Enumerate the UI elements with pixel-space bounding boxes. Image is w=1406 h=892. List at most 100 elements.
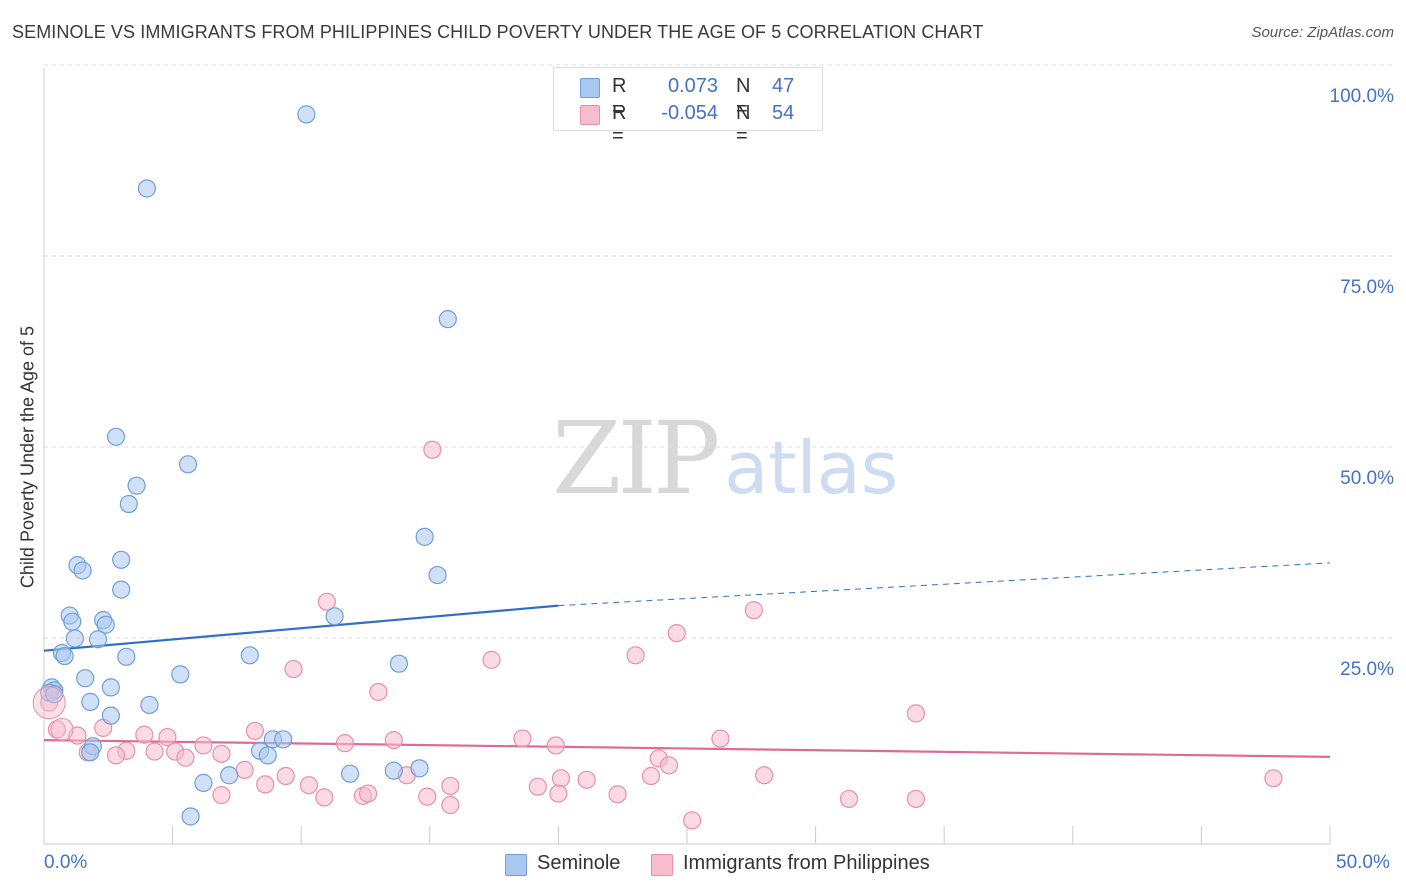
r-value: -0.054 <box>661 102 718 124</box>
philippines-point <box>212 744 231 763</box>
philippines-point <box>358 784 378 803</box>
philippines-point <box>418 787 437 806</box>
seminole-point <box>240 646 259 665</box>
seminole-point <box>112 550 131 569</box>
philippines-point <box>194 736 213 755</box>
y-tick-label: 50.0% <box>1340 468 1394 489</box>
philippines-point <box>546 736 565 755</box>
philippines-point <box>176 748 195 767</box>
seminole-point <box>137 179 156 198</box>
r-value: 0.073 <box>667 75 718 97</box>
philippines-point <box>683 811 702 830</box>
philippines-point <box>158 727 177 747</box>
philippines-point <box>513 729 532 748</box>
r-label: R = <box>612 102 627 147</box>
seminole-point <box>140 695 159 715</box>
philippines-point <box>906 789 926 809</box>
seminole-point <box>65 629 84 648</box>
philippines-point <box>906 704 926 723</box>
seminole-point <box>106 427 126 446</box>
y-axis-label: Child Poverty Under the Age of 5 <box>17 325 38 589</box>
philippines-point <box>551 769 571 788</box>
legend-label: Immigrants from Philippines <box>683 852 930 874</box>
philippines-point <box>667 624 686 643</box>
seminole-point <box>101 706 120 725</box>
seminole-point <box>127 476 146 495</box>
seminole-trend-line <box>43 604 559 652</box>
series-legend: Seminole Immigrants from Philippines <box>0 850 1406 880</box>
philippines-cluster-point <box>50 717 74 741</box>
philippines-point <box>317 592 337 611</box>
philippines-point <box>299 776 319 795</box>
n-label: N = <box>736 75 751 120</box>
philippines-point <box>755 766 774 785</box>
legend-label: Seminole <box>537 852 621 874</box>
seminole-point <box>171 665 190 684</box>
philippines-point <box>212 786 231 805</box>
philippines-cluster-point <box>32 686 66 720</box>
philippines-point <box>641 766 661 786</box>
philippines-point <box>135 725 154 744</box>
seminole-point <box>220 766 239 785</box>
philippines-point <box>315 788 334 807</box>
seminole-point <box>274 730 293 749</box>
philippines-point <box>744 601 763 620</box>
philippines-point <box>335 734 355 753</box>
n-label: N = <box>736 102 751 147</box>
philippines-point <box>441 795 460 815</box>
seminole-point <box>410 759 429 778</box>
x-tick-label: 0.0% <box>44 852 88 873</box>
philippines-trend-line <box>43 738 1331 759</box>
philippines-point <box>384 730 403 750</box>
y-tick-label: 100.0% <box>1329 86 1394 107</box>
stats-legend: R = 0.073 N = 47 R = -0.054 N = 54 <box>553 67 823 147</box>
seminole-point <box>88 630 108 649</box>
philippines-swatch <box>651 854 673 876</box>
philippines-point <box>369 682 388 702</box>
y-tick-label: 25.0% <box>1340 659 1394 680</box>
seminole-point <box>384 761 403 780</box>
seminole-point <box>96 615 115 634</box>
y-tick-label: 75.0% <box>1340 277 1394 298</box>
chart-title: SEMINOLE VS IMMIGRANTS FROM PHILIPPINES … <box>12 22 984 42</box>
philippines-point <box>528 777 547 796</box>
watermark-atlas: atlas <box>724 426 899 510</box>
x-tick-label: 50.0% <box>1336 852 1390 873</box>
seminole-point <box>438 310 457 329</box>
n-value: 54 <box>772 102 795 124</box>
source-label: Source: ZipAtlas.com <box>1251 24 1394 41</box>
philippines-point <box>608 785 627 804</box>
seminole-point <box>389 654 409 673</box>
r-label: R = <box>612 75 627 120</box>
seminole-point <box>63 612 82 631</box>
philippines-point <box>577 770 596 789</box>
seminole-point <box>112 580 131 599</box>
philippines-point <box>145 742 164 761</box>
seminole-swatch <box>505 854 527 876</box>
philippines-swatch <box>580 105 600 125</box>
philippines-point <box>626 646 645 665</box>
philippines-point <box>839 789 859 809</box>
philippines-point <box>245 721 265 741</box>
philippines-point <box>482 650 501 669</box>
philippines-point <box>106 746 126 765</box>
seminole-point <box>194 773 213 792</box>
philippines-point <box>659 756 679 775</box>
philippines-point <box>549 784 568 803</box>
seminole-point <box>297 105 316 124</box>
philippines-point <box>1264 769 1283 788</box>
seminole-point <box>76 669 95 688</box>
seminole-point <box>117 647 136 666</box>
philippines-point <box>441 776 460 796</box>
seminole-point <box>258 746 277 765</box>
seminole-point <box>325 607 344 626</box>
seminole-swatch <box>580 78 600 98</box>
philippines-point <box>711 729 730 748</box>
seminole-point <box>81 743 100 762</box>
seminole-point <box>415 527 434 546</box>
seminole-point <box>340 764 360 783</box>
philippines-point <box>423 440 442 459</box>
seminole-point <box>73 561 92 580</box>
philippines-point <box>284 659 303 679</box>
